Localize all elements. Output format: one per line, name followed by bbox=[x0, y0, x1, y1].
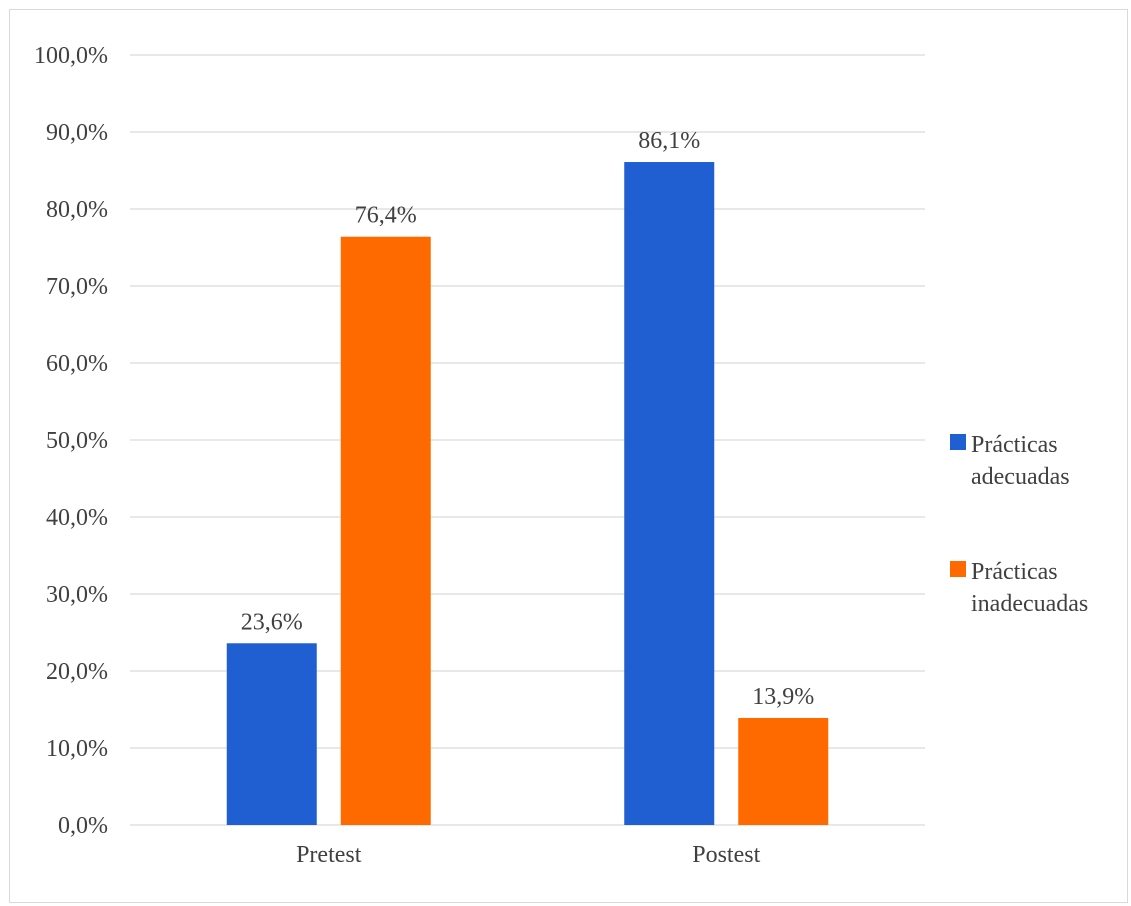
bar-adecuadas-postest bbox=[624, 162, 715, 825]
legend-swatch bbox=[950, 561, 966, 577]
y-tick-label: 0,0% bbox=[58, 813, 108, 839]
y-tick-label: 80,0% bbox=[46, 197, 108, 223]
y-tick-label: 90,0% bbox=[46, 120, 108, 146]
data-label: 86,1% bbox=[638, 128, 700, 154]
data-label: 13,9% bbox=[752, 684, 814, 710]
legend-label: adecuadas bbox=[971, 464, 1070, 490]
y-tick-label: 30,0% bbox=[46, 582, 108, 608]
x-category-label: Pretest bbox=[296, 842, 362, 868]
bars bbox=[226, 162, 829, 826]
y-tick-label: 20,0% bbox=[46, 659, 108, 685]
bar-inadecuadas-postest bbox=[738, 717, 829, 825]
data-label: 23,6% bbox=[241, 609, 303, 635]
legend-item-inadecuadas: Prácticas inadecuadas bbox=[950, 559, 1088, 617]
bar-adecuadas-pretest bbox=[226, 643, 317, 825]
y-tick-label: 70,0% bbox=[46, 274, 108, 300]
data-label: 76,4% bbox=[355, 203, 417, 229]
legend-label: Prácticas bbox=[971, 432, 1058, 458]
x-category-label: Postest bbox=[692, 842, 760, 868]
y-tick-label: 40,0% bbox=[46, 505, 108, 531]
chart-frame bbox=[9, 9, 1128, 903]
data-labels: 23,6% 76,4% 86,1% 13,9% bbox=[241, 128, 815, 710]
legend: Prácticas adecuadas Prácticas inadecuadas bbox=[950, 432, 1088, 617]
y-axis-tick-labels: 0,0% 10,0% 20,0% 30,0% 40,0% 50,0% 60,0% 70,0% 8… bbox=[34, 43, 108, 839]
legend-label: Prácticas bbox=[971, 559, 1058, 585]
legend-label: inadecuadas bbox=[971, 591, 1088, 617]
y-tick-label: 50,0% bbox=[46, 428, 108, 454]
bar-inadecuadas-pretest bbox=[340, 236, 431, 826]
legend-item-adecuadas: Prácticas adecuadas bbox=[950, 432, 1070, 490]
y-tick-label: 100,0% bbox=[34, 43, 108, 69]
legend-swatch bbox=[950, 434, 966, 450]
y-tick-label: 10,0% bbox=[46, 736, 108, 762]
y-tick-label: 60,0% bbox=[46, 351, 108, 377]
x-axis-category-labels: Pretest Postest bbox=[296, 842, 761, 868]
